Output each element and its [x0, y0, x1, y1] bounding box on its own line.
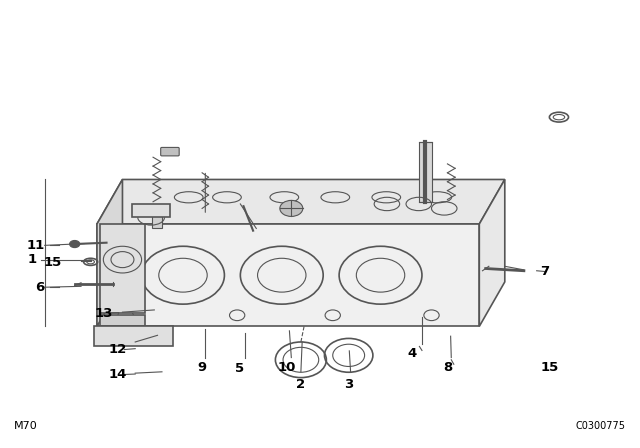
Polygon shape — [479, 180, 505, 327]
Polygon shape — [97, 180, 505, 224]
Text: 11: 11 — [26, 239, 45, 252]
Text: 2: 2 — [296, 378, 305, 391]
Polygon shape — [132, 204, 170, 217]
Bar — [152, 215, 162, 228]
Text: 1: 1 — [28, 253, 36, 266]
Text: C0300775: C0300775 — [576, 421, 626, 431]
Text: 14: 14 — [108, 368, 127, 381]
Circle shape — [280, 200, 303, 216]
Text: M70: M70 — [14, 421, 38, 431]
Polygon shape — [97, 180, 122, 327]
Polygon shape — [100, 315, 145, 327]
Text: 9: 9 — [198, 361, 207, 374]
Text: 10: 10 — [278, 361, 296, 374]
Polygon shape — [97, 224, 479, 327]
Text: 3: 3 — [344, 378, 353, 391]
Text: 8: 8 — [443, 361, 452, 374]
Text: 5: 5 — [235, 362, 244, 375]
Text: 7: 7 — [540, 265, 549, 278]
Text: 15: 15 — [44, 256, 62, 269]
Text: 15: 15 — [540, 361, 559, 374]
Polygon shape — [100, 224, 145, 313]
Text: 6: 6 — [35, 281, 45, 294]
Polygon shape — [94, 327, 173, 346]
Text: 12: 12 — [108, 343, 127, 356]
Text: 13: 13 — [94, 306, 113, 319]
Bar — [419, 142, 431, 202]
FancyBboxPatch shape — [161, 147, 179, 156]
Circle shape — [70, 241, 80, 248]
Text: 4: 4 — [408, 347, 417, 360]
